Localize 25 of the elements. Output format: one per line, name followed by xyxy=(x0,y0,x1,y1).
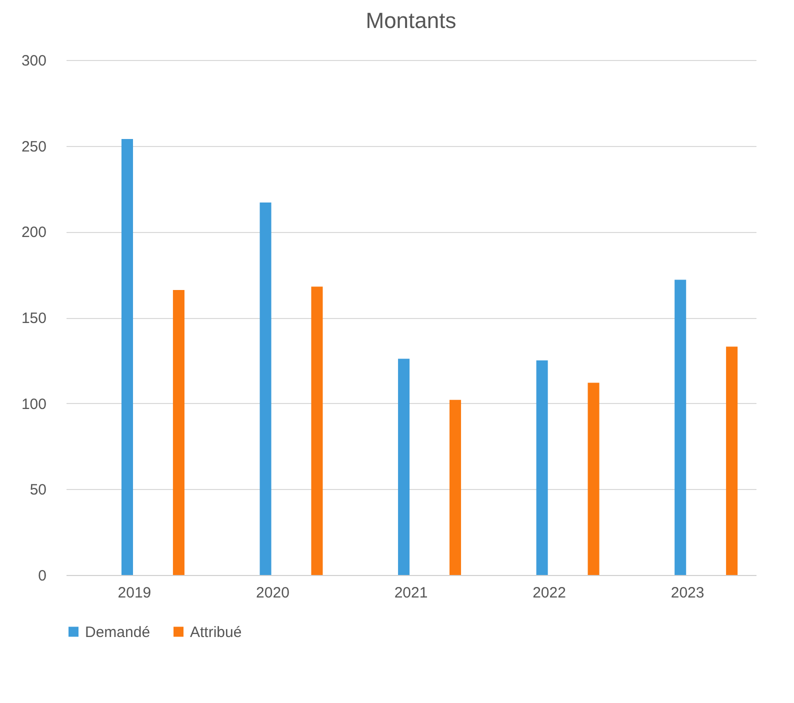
bar xyxy=(172,290,184,575)
y-tick-label: 50 xyxy=(30,482,46,499)
x-tick-label: 2020 xyxy=(256,584,290,602)
y-tick-label: 200 xyxy=(21,224,46,242)
bar xyxy=(450,400,462,575)
bar xyxy=(121,138,134,575)
y-tick-label: 300 xyxy=(21,52,46,70)
bar xyxy=(674,280,686,575)
x-tick-label: 2019 xyxy=(118,584,152,602)
x-tick-label: 2023 xyxy=(670,584,704,602)
legend-label: Demandé xyxy=(85,624,150,641)
bar xyxy=(311,286,323,575)
bar xyxy=(588,382,600,575)
bar xyxy=(536,360,548,575)
y-tick-label: 0 xyxy=(38,568,46,584)
bar xyxy=(260,202,272,575)
y-tick-label: 100 xyxy=(21,396,46,413)
bar xyxy=(726,346,738,575)
y-tick-label: 150 xyxy=(21,310,46,327)
bar xyxy=(398,358,410,575)
y-tick-label: 250 xyxy=(21,138,46,156)
legend-label: Attribué xyxy=(190,624,242,641)
x-tick-label: 2021 xyxy=(394,584,428,602)
x-tick-label: 2022 xyxy=(532,584,566,602)
chart-title: Montants xyxy=(366,8,456,33)
